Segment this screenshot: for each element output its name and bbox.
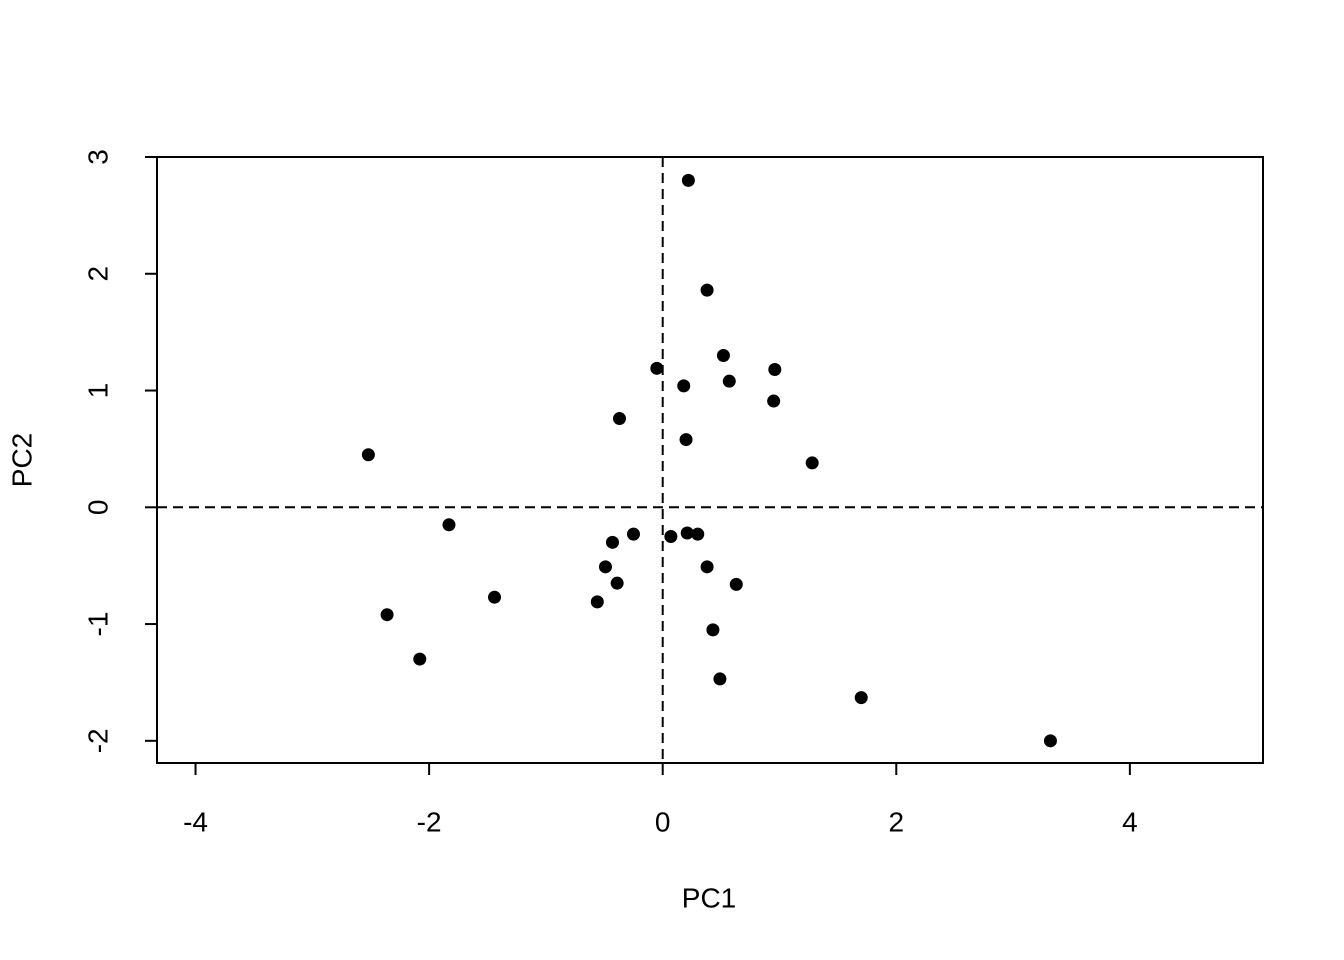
- x-tick-label: -4: [183, 806, 208, 837]
- y-tick-label: 1: [82, 383, 113, 399]
- y-tick-label: -2: [82, 728, 113, 753]
- point: [380, 608, 394, 622]
- point: [679, 433, 693, 447]
- x-tick-label: 4: [1122, 806, 1138, 837]
- point: [700, 560, 714, 574]
- point: [767, 394, 781, 408]
- y-tick-label: 2: [82, 266, 113, 282]
- point: [854, 691, 868, 705]
- point: [605, 535, 619, 549]
- plot-frame: [156, 156, 1264, 764]
- point: [413, 652, 427, 666]
- point: [627, 527, 641, 541]
- x-tick-label: -2: [417, 806, 442, 837]
- point: [680, 526, 694, 540]
- point: [610, 576, 624, 590]
- point: [361, 448, 375, 462]
- point: [681, 173, 695, 187]
- point: [612, 412, 626, 426]
- point: [691, 527, 705, 541]
- point: [664, 529, 678, 543]
- point: [805, 456, 819, 470]
- x-tick-label: 0: [655, 806, 671, 837]
- point: [768, 363, 782, 377]
- x-axis-label: PC1: [682, 882, 736, 913]
- point: [700, 283, 714, 297]
- point: [677, 379, 691, 393]
- point: [706, 623, 720, 637]
- y-tick-label: -1: [82, 612, 113, 637]
- point: [488, 590, 502, 604]
- y-axis-label: PC2: [6, 433, 37, 487]
- x-tick-label: 2: [888, 806, 904, 837]
- point: [442, 518, 456, 532]
- point: [1043, 734, 1057, 748]
- y-tick-label: 3: [82, 149, 113, 165]
- point: [716, 348, 730, 362]
- point: [598, 560, 612, 574]
- point: [650, 361, 664, 375]
- point: [729, 577, 743, 591]
- y-tick-label: 0: [82, 499, 113, 515]
- point: [590, 595, 604, 609]
- point: [722, 374, 736, 388]
- point: [713, 672, 727, 686]
